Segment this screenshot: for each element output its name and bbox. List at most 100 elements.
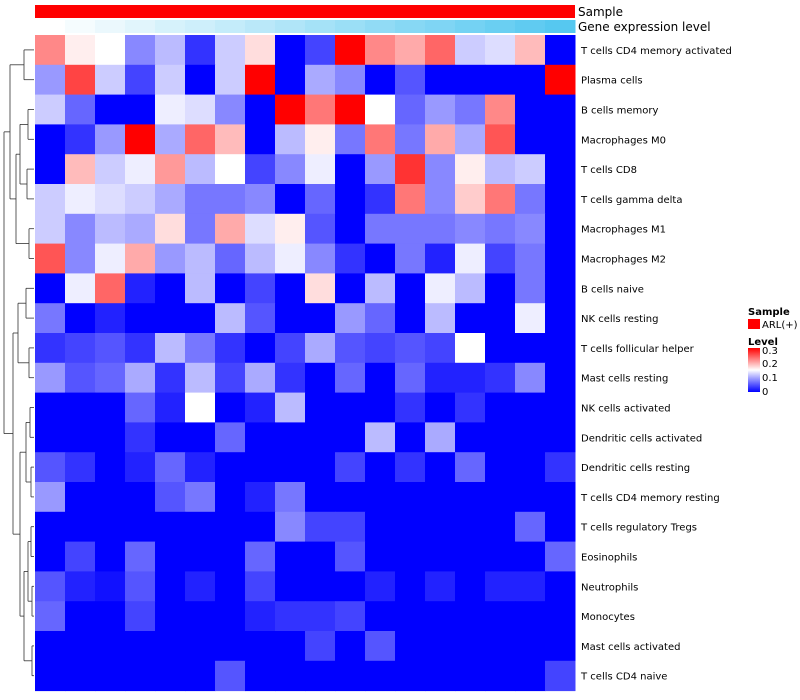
heatmap-cell xyxy=(125,452,156,483)
heatmap-cell xyxy=(335,452,366,483)
heatmap-cell xyxy=(95,482,126,513)
heatmap-cell xyxy=(485,94,516,125)
heatmap-cell xyxy=(125,601,156,632)
heatmap-cell xyxy=(455,154,486,185)
row-label: T cells CD4 memory resting xyxy=(580,493,720,504)
heatmap-cell xyxy=(185,303,216,334)
heatmap-cell xyxy=(365,511,396,543)
heatmap-cell xyxy=(215,243,246,274)
heatmap-cell xyxy=(515,511,546,543)
heatmap-cell xyxy=(425,422,456,453)
heatmap-cell xyxy=(215,35,246,66)
heatmap-cell xyxy=(35,541,66,572)
heatmap-cell xyxy=(95,422,126,453)
heatmap-cell xyxy=(365,64,396,96)
heatmap-cell xyxy=(275,422,306,453)
heatmap-cell xyxy=(185,213,216,245)
heatmap-cell xyxy=(545,303,576,334)
heatmap-cell xyxy=(125,362,156,394)
heatmap-cell xyxy=(515,184,546,215)
heatmap-cell xyxy=(155,482,186,513)
heatmap-cell xyxy=(65,184,96,215)
row-dendrogram xyxy=(3,49,34,677)
heatmap-cell xyxy=(95,392,126,423)
heatmap-cell xyxy=(95,362,126,394)
heatmap-cell xyxy=(455,124,486,155)
heatmap-cell xyxy=(185,541,216,572)
heatmap-cell xyxy=(185,631,216,662)
legend-level-tick: 0 xyxy=(762,387,768,398)
heatmap-cell xyxy=(455,333,486,364)
row-label: Dendritic cells resting xyxy=(581,463,690,474)
heatmap-cell xyxy=(335,213,366,245)
heatmap-cell xyxy=(35,452,66,483)
heatmap-cell xyxy=(155,303,186,334)
heatmap-cell xyxy=(275,362,306,394)
heatmap-cell xyxy=(275,541,306,572)
heatmap-cell xyxy=(305,422,336,453)
heatmap-cell xyxy=(215,660,246,692)
heatmap-cell xyxy=(545,631,576,662)
heatmap-cell xyxy=(305,333,336,364)
heatmap-cell xyxy=(125,124,156,155)
heatmap-cell xyxy=(95,243,126,274)
heatmap-cell xyxy=(275,94,306,125)
heatmap-cell xyxy=(125,482,156,513)
heatmap-cell xyxy=(395,303,426,334)
heatmap-cell xyxy=(125,571,156,602)
heatmap-cell xyxy=(515,601,546,632)
heatmap-cell xyxy=(425,601,456,632)
heatmap-cell xyxy=(335,154,366,185)
heatmap-cell xyxy=(485,243,516,274)
heatmap-cell xyxy=(545,333,576,364)
heatmap-cell xyxy=(365,660,396,692)
heatmap-cell xyxy=(155,273,186,304)
heatmap-cell xyxy=(185,154,216,185)
heatmap-cell xyxy=(95,452,126,483)
heatmap-cell xyxy=(545,571,576,602)
heatmap-cell xyxy=(485,571,516,602)
row-label: Mast cells resting xyxy=(581,374,668,385)
heatmap-cell xyxy=(185,422,216,453)
heatmap-cell xyxy=(245,303,276,334)
heatmap-cell xyxy=(545,392,576,423)
heatmap-cell xyxy=(125,94,156,125)
heatmap-cell xyxy=(335,362,366,394)
heatmap-cell xyxy=(155,452,186,483)
heatmap-cell xyxy=(215,452,246,483)
heatmap-cell xyxy=(455,273,486,304)
heatmap-cell xyxy=(275,571,306,602)
heatmap-cell xyxy=(125,422,156,453)
heatmap-cell xyxy=(65,64,96,96)
row-label: Dendritic cells activated xyxy=(581,433,702,444)
heatmap-cell xyxy=(95,631,126,662)
heatmap-cell xyxy=(245,124,276,155)
row-label: Neutrophils xyxy=(581,582,638,593)
expression-annotation-cell xyxy=(65,20,96,33)
heatmap-cell xyxy=(305,362,336,394)
heatmap-cell xyxy=(215,601,246,632)
heatmap-cell xyxy=(455,660,486,692)
heatmap-cell xyxy=(485,631,516,662)
heatmap-cell xyxy=(485,184,516,215)
heatmap-cell xyxy=(215,511,246,543)
heatmap-cell xyxy=(515,541,546,572)
heatmap-cell xyxy=(395,571,426,602)
heatmap-cell xyxy=(425,243,456,274)
heatmap-cell xyxy=(545,660,576,692)
heatmap-cell xyxy=(335,124,366,155)
heatmap-cell xyxy=(245,392,276,423)
heatmap-cell xyxy=(335,631,366,662)
heatmap-cell xyxy=(365,571,396,602)
heatmap-cell xyxy=(155,154,186,185)
heatmap-cell xyxy=(395,35,426,66)
heatmap-cell xyxy=(35,243,66,274)
heatmap-cell xyxy=(155,511,186,543)
heatmap-cell xyxy=(305,154,336,185)
heatmap-cell xyxy=(35,362,66,394)
expression-annotation-cell xyxy=(305,20,336,33)
heatmap-cell xyxy=(35,64,66,96)
heatmap-cell xyxy=(545,124,576,155)
heatmap-cell xyxy=(545,64,576,96)
